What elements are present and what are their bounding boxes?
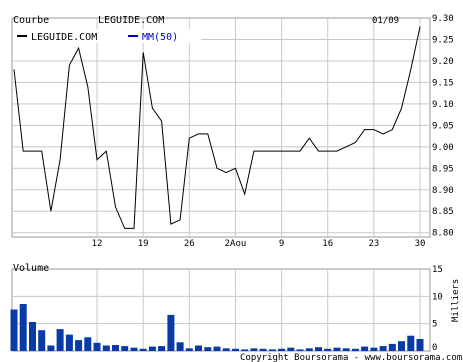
price-y-tick-label: 8.80 [432,229,454,239]
price-panel-frame [11,17,431,238]
volume-bar [84,337,92,351]
x-tick-label: 2Aou [225,239,247,249]
volume-y-axis: 15 10 5 0 [432,265,443,353]
volume-bar [10,309,18,351]
volume-bar [29,322,36,351]
volume-bar [130,347,138,351]
x-axis: 12 19 26 2Aou 9 16 23 30 [92,239,426,249]
volume-bar [351,348,359,351]
volume-bar [379,346,387,351]
volume-bar [296,349,304,351]
volume-bar [93,342,101,351]
volume-panel-label: Volume [13,263,49,274]
volume-bar [416,339,424,351]
x-tick-label: 19 [138,239,149,249]
price-y-tick-label: 9.30 [432,14,454,24]
price-y-tick-label: 9.25 [432,35,454,45]
volume-bar [361,346,369,351]
price-y-tick-label: 9.10 [432,100,454,110]
header-label: Courbe [13,15,49,26]
volume-bar [305,348,313,351]
volume-bar [158,346,166,351]
x-tick-label: 23 [368,239,379,249]
volume-bars [10,304,424,351]
volume-bar [121,346,129,351]
volume-bar [407,335,415,351]
x-tick-label: 9 [279,239,284,249]
volume-bar [324,348,332,351]
volume-bar [102,345,110,351]
volume-bar [398,341,405,351]
price-y-tick-label: 8.95 [432,164,454,174]
volume-bar [112,345,119,351]
volume-bar [259,348,267,351]
volume-y-tick-label: 10 [432,292,443,302]
volume-bar [139,348,147,351]
price-y-tick-label: 8.85 [432,207,454,217]
volume-bar [342,348,350,351]
header-date: 01/09 [372,16,399,26]
volume-y-tick-label: 0 [432,343,437,353]
volume-bar [56,329,64,351]
x-tick-label: 26 [184,239,195,249]
volume-bar [75,340,83,351]
price-y-tick-label: 9.00 [432,143,454,153]
volume-bar [287,347,295,351]
volume-bar [278,348,286,351]
copyright-text: Copyright Boursorama - www.boursorama.co… [240,353,462,362]
volume-bar [148,346,156,351]
volume-bar [370,347,378,351]
volume-bar [333,347,341,351]
x-tick-label: 12 [92,239,103,249]
volume-bar [315,347,322,351]
price-y-tick-label: 9.15 [432,78,454,88]
legend-price-label: LEGUIDE.COM [31,32,97,43]
price-line-group [13,26,421,229]
header-symbol: LEGUIDE.COM [98,15,164,26]
volume-bar [19,304,27,351]
volume-bar [388,343,396,351]
volume-bar [195,345,202,351]
volume-y-tick-label: 5 [432,320,437,330]
legend-ma-label: MM(50) [142,32,178,43]
legend-box [13,29,201,43]
volume-bar [213,346,221,351]
volume-bar [38,330,46,351]
volume-bar [268,349,276,351]
price-line [13,26,421,229]
volume-unit-label: Milliers [451,279,461,322]
volume-grid [12,269,430,351]
volume-panel-frame [11,268,431,352]
volume-bar [185,348,193,351]
volume-y-tick-label: 15 [432,265,443,275]
volume-bar [167,314,175,351]
price-y-tick-label: 8.90 [432,186,454,196]
price-y-tick-label: 9.20 [432,57,454,67]
volume-bar [65,334,73,351]
x-tick-label: 16 [322,239,333,249]
x-tick-label: 30 [415,239,426,249]
volume-bar [176,342,184,351]
volume-bar [232,348,239,351]
price-y-tick-label: 9.05 [432,121,454,131]
volume-bar [250,348,258,351]
volume-bar [241,349,249,351]
volume-bar [222,348,230,351]
volume-bar [47,345,55,351]
price-y-axis: 9.30 9.25 9.20 9.15 9.10 9.05 9.00 8.95 8.90 8.85… [432,14,454,239]
volume-bar [204,347,212,351]
